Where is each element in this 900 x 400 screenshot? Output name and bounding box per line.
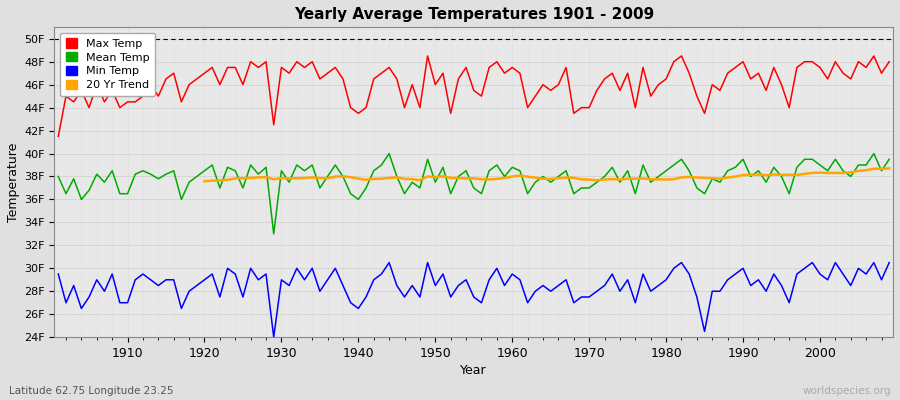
Text: worldspecies.org: worldspecies.org (803, 386, 891, 396)
Title: Yearly Average Temperatures 1901 - 2009: Yearly Average Temperatures 1901 - 2009 (293, 7, 654, 22)
X-axis label: Year: Year (461, 364, 487, 377)
Legend: Max Temp, Mean Temp, Min Temp, 20 Yr Trend: Max Temp, Mean Temp, Min Temp, 20 Yr Tre… (60, 33, 155, 96)
Y-axis label: Temperature: Temperature (7, 142, 20, 222)
Text: Latitude 62.75 Longitude 23.25: Latitude 62.75 Longitude 23.25 (9, 386, 174, 396)
